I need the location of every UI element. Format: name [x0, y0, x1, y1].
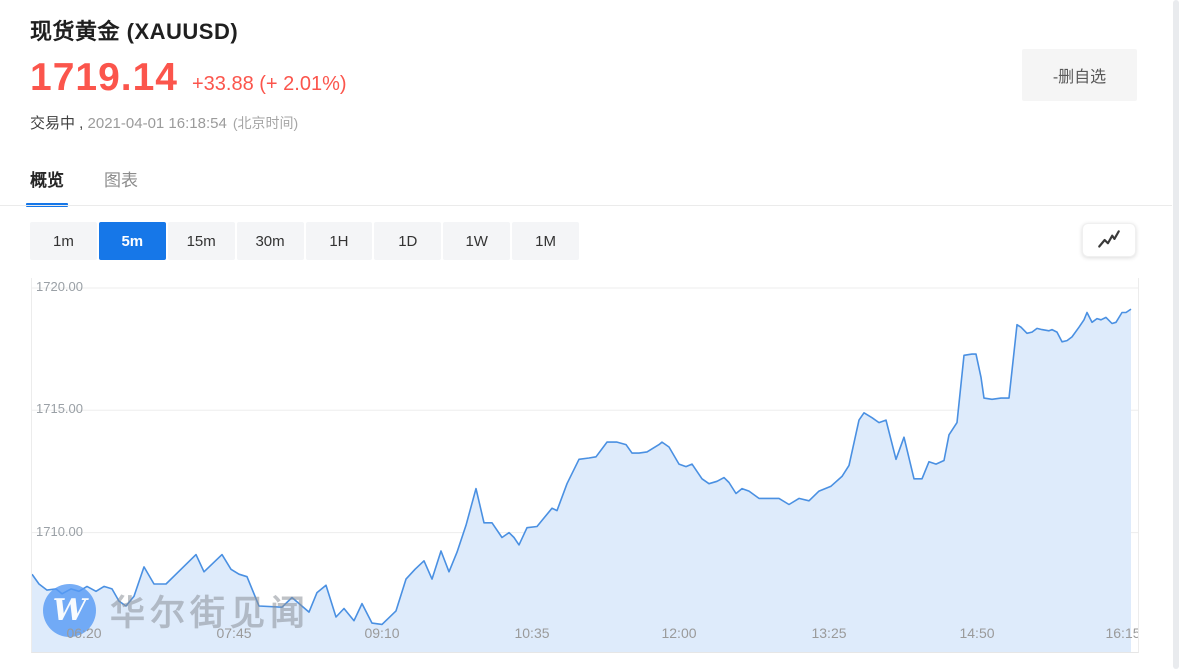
interval-button-5m[interactable]: 5m [98, 222, 166, 260]
last-price: 1719.14 [30, 56, 178, 99]
status-separator: , [75, 115, 88, 132]
interval-button-1m[interactable]: 1m [30, 222, 97, 260]
quote-datetime: 2021-04-01 16:18:54 [87, 115, 227, 132]
price-chart[interactable]: W 华尔街见闻 1720.00 1715.00 1710.00 06:20 07:45 0… [31, 278, 1139, 653]
interval-button-1H[interactable]: 1H [305, 222, 373, 260]
interval-selector: 1m 5m 15m 30m 1H 1D 1W 1M [30, 222, 579, 260]
trading-status: 交易中 [30, 115, 76, 132]
interval-button-1W[interactable]: 1W [443, 222, 511, 260]
tab-bar: 概览 图表 [26, 166, 138, 207]
tab-overview[interactable]: 概览 [26, 166, 68, 207]
line-chart-icon [1096, 229, 1122, 251]
quote-block: 1719.14 +33.88 (+ 2.01%) [30, 56, 347, 100]
interval-button-30m[interactable]: 30m [236, 222, 304, 260]
tab-chart[interactable]: 图表 [104, 171, 138, 190]
timezone-note: (北京时间) [232, 115, 299, 131]
tab-divider [0, 205, 1172, 206]
interval-button-1D[interactable]: 1D [374, 222, 442, 260]
remove-watchlist-button[interactable]: -删自选 [1022, 49, 1137, 101]
page-scrollbar[interactable] [1173, 0, 1179, 669]
price-area-svg [32, 287, 1138, 652]
interval-button-1M[interactable]: 1M [512, 222, 579, 260]
price-change: +33.88 (+ 2.01%) [191, 73, 347, 95]
page-title: 现货黄金 (XAUUSD) [30, 19, 239, 44]
chart-type-button[interactable] [1082, 223, 1136, 257]
interval-button-15m[interactable]: 15m [167, 222, 235, 260]
trading-status-row: 交易中 , 2021-04-01 16:18:54 (北京时间) [30, 112, 298, 133]
